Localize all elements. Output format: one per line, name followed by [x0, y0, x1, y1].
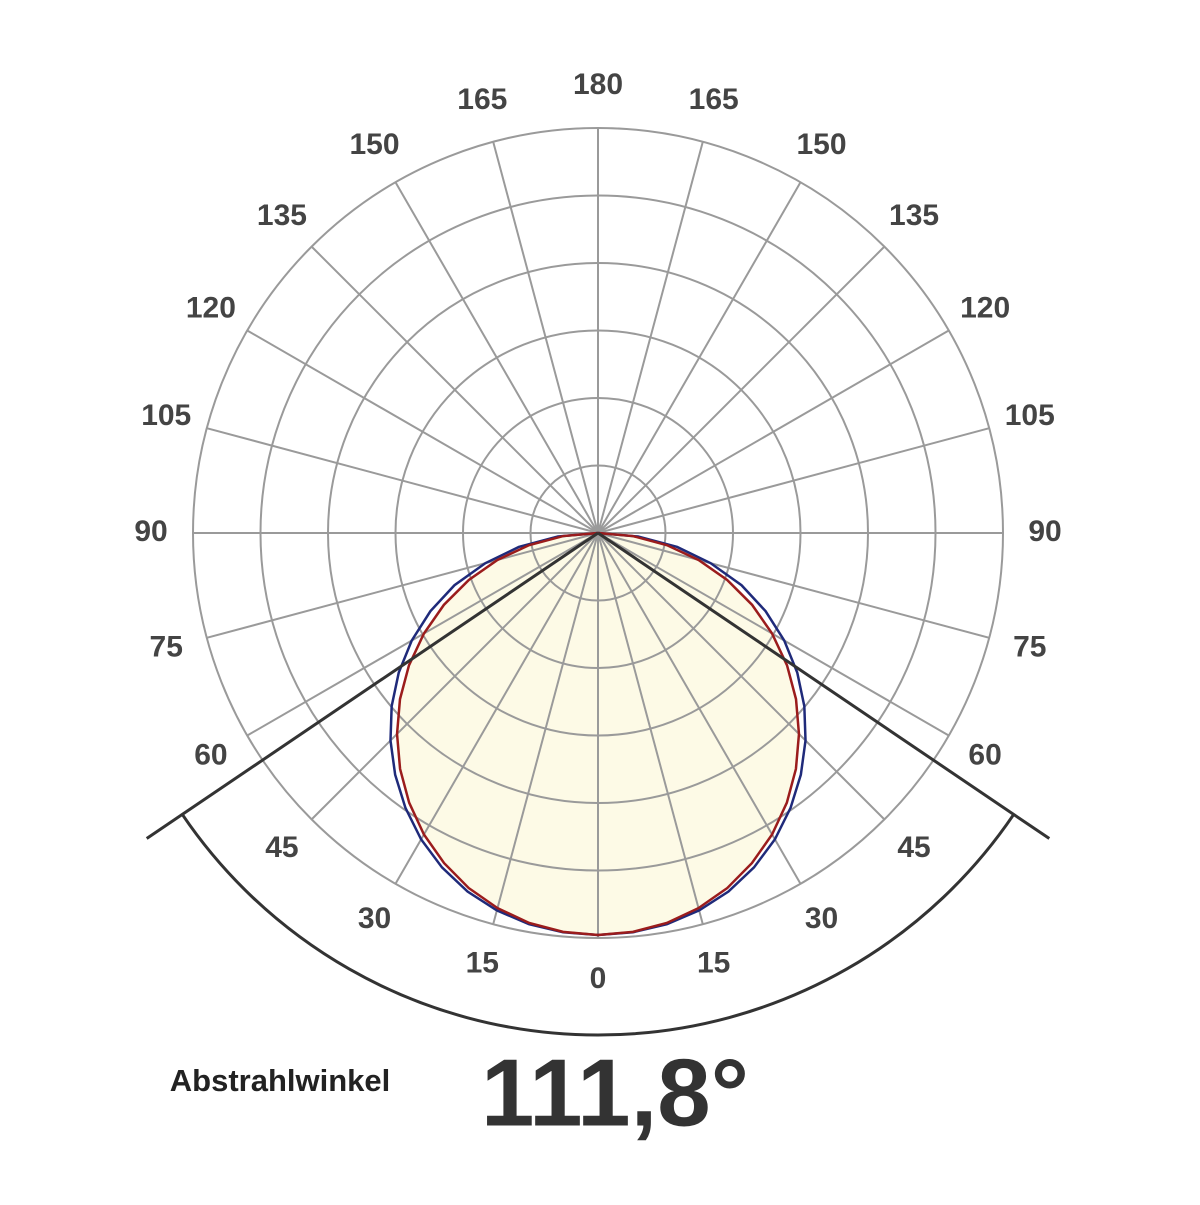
- grid-spoke: [310, 532, 599, 821]
- grid-spoke: [394, 532, 599, 885]
- grid-spoke: [597, 532, 886, 821]
- grid-spoke: [597, 245, 886, 534]
- angle-label: 90: [134, 515, 167, 548]
- grid-spoke: [597, 532, 704, 925]
- angle-label: 45: [265, 831, 298, 864]
- angle-label: 30: [805, 902, 838, 935]
- grid-spoke: [597, 329, 950, 534]
- angle-label: 15: [466, 947, 499, 980]
- angle-label: 120: [960, 291, 1010, 324]
- angle-label: 105: [1005, 399, 1055, 432]
- angle-label: 165: [457, 83, 507, 116]
- grid-spoke: [492, 141, 599, 534]
- grid-spoke: [246, 329, 599, 534]
- angle-label: 135: [889, 199, 939, 232]
- angle-label: 60: [968, 738, 1001, 771]
- angle-label: 90: [1028, 515, 1061, 548]
- grid-spoke: [206, 427, 599, 534]
- grid-spoke: [597, 141, 704, 534]
- angle-label: 75: [1013, 631, 1046, 664]
- intensity-curve: [395, 531, 599, 937]
- angle-label: 45: [897, 831, 930, 864]
- beam-angle-value: 111,8°: [481, 1039, 749, 1146]
- beam-line: [145, 531, 599, 840]
- beam-line: [597, 531, 1051, 840]
- grid-spoke: [206, 532, 599, 639]
- beam-angle-title: Abstrahlwinkel: [170, 1063, 391, 1098]
- grid-spoke: [394, 181, 599, 534]
- intensity-curve: [597, 531, 807, 937]
- angle-label: 165: [689, 83, 739, 116]
- angle-label: 75: [150, 631, 183, 664]
- angle-label: 15: [697, 947, 730, 980]
- beam-arc: [181, 813, 1015, 1037]
- grid-spoke: [597, 181, 802, 534]
- intensity-curve: [389, 531, 599, 937]
- grid-spoke: [597, 532, 802, 885]
- grid-spoke: [597, 427, 990, 534]
- angle-label: 0: [590, 962, 607, 995]
- angle-label: 150: [796, 128, 846, 161]
- angle-label: 105: [141, 399, 191, 432]
- intensity-curve: [597, 531, 801, 937]
- grid-spoke: [597, 532, 990, 639]
- angle-label: 135: [257, 199, 307, 232]
- angle-label: 150: [349, 128, 399, 161]
- grid-spoke: [310, 245, 599, 534]
- angle-label: 30: [358, 902, 391, 935]
- angle-label: 120: [186, 291, 236, 324]
- grid-spoke: [492, 532, 599, 925]
- angle-label: 180: [573, 68, 623, 101]
- angle-label: 60: [194, 738, 227, 771]
